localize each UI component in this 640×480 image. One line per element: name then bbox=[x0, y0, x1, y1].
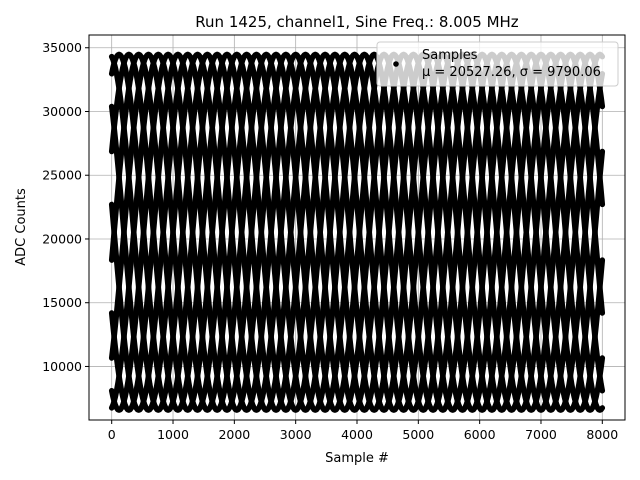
x-axis-label: Sample # bbox=[325, 451, 389, 466]
x-tick-label: 0 bbox=[108, 427, 116, 442]
x-tick-label: 4000 bbox=[341, 427, 373, 442]
legend-entry-title: Samples bbox=[422, 48, 478, 63]
sample-trace bbox=[108, 51, 606, 413]
y-axis-ticks: 10000 15000 20000 25000 30000 35000 bbox=[42, 40, 89, 374]
y-tick-label: 35000 bbox=[42, 40, 82, 55]
x-tick-label: 5000 bbox=[402, 427, 434, 442]
x-tick-label: 2000 bbox=[218, 427, 250, 442]
y-tick-label: 30000 bbox=[42, 104, 82, 119]
chart-title: Run 1425, channel1, Sine Freq.: 8.005 MH… bbox=[195, 13, 519, 31]
x-tick-label: 8000 bbox=[586, 427, 618, 442]
y-axis-label: ADC Counts bbox=[14, 188, 29, 266]
y-tick-label: 20000 bbox=[42, 231, 82, 246]
x-tick-label: 3000 bbox=[280, 427, 312, 442]
x-tick-label: 1000 bbox=[157, 427, 189, 442]
data-layer bbox=[108, 51, 606, 413]
y-tick-label: 25000 bbox=[42, 168, 82, 183]
legend-marker bbox=[393, 61, 399, 67]
x-tick-label: 6000 bbox=[464, 427, 496, 442]
x-tick-label: 7000 bbox=[525, 427, 557, 442]
legend: Samples μ = 20527.26, σ = 9790.06 bbox=[376, 41, 619, 87]
x-axis-ticks: 0 1000 2000 3000 4000 5000 6000 7000 8000 bbox=[108, 420, 618, 442]
y-tick-label: 15000 bbox=[42, 295, 82, 310]
legend-entry-stats: μ = 20527.26, σ = 9790.06 bbox=[422, 65, 601, 80]
y-tick-label: 10000 bbox=[42, 359, 82, 374]
legend-box bbox=[376, 41, 619, 87]
